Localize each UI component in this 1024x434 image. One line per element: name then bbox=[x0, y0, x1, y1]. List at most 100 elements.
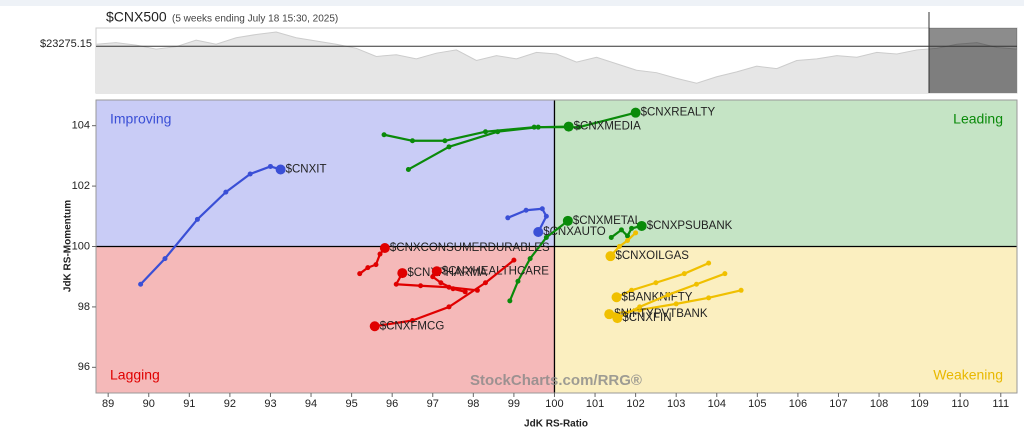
head-point bbox=[604, 309, 615, 320]
head-point bbox=[275, 164, 286, 175]
series-label: $BANKNIFTY bbox=[622, 291, 693, 303]
tail-point bbox=[608, 234, 614, 240]
price-area bbox=[96, 32, 1017, 93]
head-point bbox=[562, 215, 573, 226]
series-label: $CNXOILGAS bbox=[615, 250, 689, 262]
tail-point bbox=[267, 163, 273, 169]
tail-point bbox=[535, 124, 541, 130]
series-label: $CNXIT bbox=[286, 164, 327, 176]
tail-point bbox=[462, 289, 468, 295]
head-point bbox=[379, 243, 390, 254]
tail: $CNXIT bbox=[138, 163, 327, 287]
tail-point bbox=[616, 244, 622, 249]
tail-point bbox=[162, 256, 168, 262]
tail-point bbox=[507, 298, 513, 304]
tail-point bbox=[495, 129, 501, 135]
tail: $CNXCONSUMERDURABLES bbox=[357, 242, 550, 277]
head-point bbox=[533, 227, 544, 238]
tail-point bbox=[430, 274, 436, 280]
x-tick-label: 105 bbox=[748, 398, 766, 410]
y-tick-label: 98 bbox=[78, 301, 90, 313]
tail-point bbox=[625, 237, 631, 243]
head-point bbox=[605, 251, 616, 262]
tail-point bbox=[706, 295, 712, 301]
tail: $BANKNIFTY bbox=[611, 260, 712, 303]
x-tick-label: 106 bbox=[789, 398, 807, 410]
tail-point bbox=[418, 283, 424, 289]
tail-point bbox=[539, 206, 545, 212]
tail-point bbox=[450, 286, 456, 292]
series-label: $CNXMETAL bbox=[573, 215, 642, 227]
y-tick-label: 102 bbox=[72, 180, 90, 192]
tail-point bbox=[722, 271, 728, 277]
tail-point bbox=[515, 278, 521, 284]
tail-point bbox=[511, 257, 517, 263]
tail-point bbox=[365, 265, 371, 271]
y-tick-label: 104 bbox=[72, 120, 90, 132]
x-tick-label: 93 bbox=[264, 398, 276, 410]
tail: $CNXFIN bbox=[612, 271, 728, 324]
tail-point bbox=[637, 304, 643, 310]
x-tick-label: 97 bbox=[427, 398, 439, 410]
tail-point bbox=[523, 207, 529, 213]
x-tick-label: 95 bbox=[345, 398, 357, 410]
y-tick-label: 100 bbox=[72, 240, 90, 252]
tail: $CNXPHARMA bbox=[393, 267, 488, 293]
current-period bbox=[929, 28, 1017, 93]
x-tick-label: 91 bbox=[183, 398, 195, 410]
tail-point bbox=[625, 233, 631, 239]
tail-point bbox=[446, 144, 452, 150]
tail-point bbox=[438, 280, 444, 286]
x-tick-label: 101 bbox=[586, 398, 604, 410]
tail-point bbox=[527, 256, 533, 262]
quadrant-label: Lagging bbox=[110, 367, 160, 383]
tail-point bbox=[653, 280, 659, 286]
series-label: $CNXMEDIA bbox=[574, 121, 641, 133]
x-tick-label: 111 bbox=[992, 398, 1009, 410]
chart-subtitle: (5 weeks ending July 18 15:30, 2025) bbox=[172, 14, 338, 25]
tail-point bbox=[681, 271, 687, 277]
x-tick-label: 89 bbox=[102, 398, 114, 410]
series-label: $CNXCONSUMERDURABLES bbox=[390, 242, 550, 254]
tail-point bbox=[618, 227, 624, 233]
tail-point bbox=[576, 124, 582, 130]
tail-point bbox=[194, 216, 200, 222]
x-axis-label: JdK RS-Ratio bbox=[524, 419, 588, 430]
tail: $CNXHEALTHCARE bbox=[430, 265, 549, 295]
x-tick-label: 103 bbox=[667, 398, 685, 410]
head-point bbox=[369, 321, 380, 332]
tail-point bbox=[381, 132, 387, 138]
head-point bbox=[397, 268, 408, 279]
y-axis-label: JdK RS-Momentum bbox=[63, 200, 74, 292]
tail: $CNXMEDIA bbox=[405, 121, 641, 172]
tail-point bbox=[543, 213, 549, 219]
tail-point bbox=[673, 301, 679, 307]
series-label: $CNXPHARMA bbox=[407, 267, 487, 279]
top-strip bbox=[0, 0, 1024, 6]
series-label: $CNXFIN bbox=[622, 312, 671, 324]
x-tick-label: 110 bbox=[951, 398, 969, 410]
x-tick-label: 108 bbox=[870, 398, 888, 410]
series-label: $NIFTYPVTBANK bbox=[614, 308, 708, 320]
tail-point bbox=[505, 215, 511, 221]
series-label: $CNXREALTY bbox=[641, 107, 716, 119]
series-label: $CNXFMCG bbox=[380, 320, 445, 332]
tail-point bbox=[377, 251, 383, 257]
tail-point bbox=[373, 262, 379, 268]
head-point bbox=[630, 107, 641, 118]
x-tick-label: 96 bbox=[386, 398, 398, 410]
tail-point bbox=[223, 189, 229, 195]
tail-point bbox=[409, 138, 415, 144]
series-label: $CNXHEALTHCARE bbox=[442, 265, 549, 277]
series-label: $CNXPSUBANK bbox=[647, 220, 733, 232]
price-line bbox=[95, 31, 1018, 84]
tail-point bbox=[405, 166, 411, 172]
tail: $CNXREALTY bbox=[381, 107, 716, 144]
tail-point bbox=[665, 292, 671, 298]
tail-point bbox=[442, 138, 448, 144]
x-tick-label: 109 bbox=[910, 398, 928, 410]
x-tick-label: 107 bbox=[829, 398, 847, 410]
tail-point bbox=[138, 281, 144, 287]
chart-title: $CNX500 bbox=[106, 9, 167, 25]
